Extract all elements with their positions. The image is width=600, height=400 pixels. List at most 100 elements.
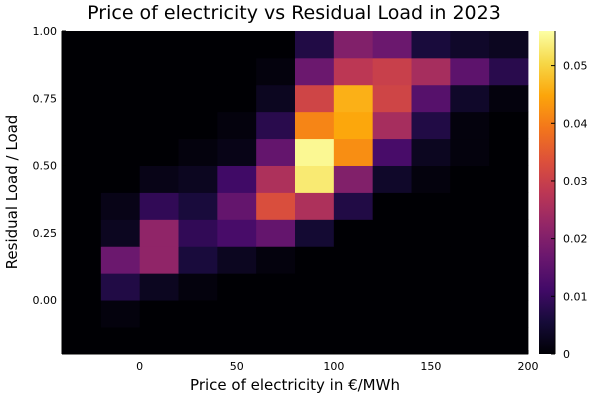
- heatmap-cell: [450, 192, 490, 220]
- heatmap-cell: [100, 327, 141, 355]
- heatmap-cell: [178, 300, 218, 328]
- heatmap-cell: [295, 57, 335, 86]
- heatmap-cell: [62, 192, 102, 220]
- heatmap-cell: [100, 57, 141, 86]
- heatmap-cell: [333, 111, 374, 140]
- heatmap-cell: [333, 246, 374, 274]
- heatmap-cell: [450, 327, 490, 355]
- heatmap-cell: [178, 273, 218, 301]
- heatmap-cell: [295, 192, 335, 220]
- heatmap-cell: [256, 246, 296, 274]
- heatmap-cell: [333, 327, 374, 355]
- x-tick-label: 150: [420, 360, 441, 373]
- heatmap-cell: [217, 111, 257, 140]
- heatmap-cell: [333, 31, 374, 59]
- heatmap-cell: [100, 219, 141, 247]
- heatmap-cell: [62, 219, 102, 247]
- heatmap-cell: [295, 300, 335, 328]
- heatmap-cell: [489, 273, 529, 301]
- y-tick-label: 0.25: [33, 227, 58, 240]
- heatmap-cell: [333, 57, 374, 86]
- heatmap-cell: [178, 84, 218, 113]
- heatmap-cell: [372, 219, 412, 247]
- heatmap-cell: [256, 84, 296, 113]
- heatmap-cell: [217, 327, 257, 355]
- heatmap-cell: [489, 192, 529, 220]
- heatmap-cell: [178, 246, 218, 274]
- heatmap-cell: [217, 192, 257, 220]
- heatmap-cell: [372, 57, 412, 86]
- heatmap-cell: [295, 31, 335, 59]
- heatmap-cell: [450, 138, 490, 166]
- heatmap-cell: [411, 111, 451, 140]
- heatmap-cell: [139, 246, 179, 274]
- heatmap-cell: [295, 273, 335, 301]
- heatmap-cell: [100, 246, 141, 274]
- heatmap-cell: [178, 165, 218, 193]
- heatmap-cell: [489, 57, 529, 86]
- heatmap-cell: [178, 57, 218, 86]
- heatmap-cell: [178, 219, 218, 247]
- y-ticks: 0.00 0.25 0.50 0.75 1.00: [33, 25, 66, 307]
- heatmap-cell: [295, 219, 335, 247]
- heatmap-cell: [295, 165, 335, 193]
- heatmap-cell: [411, 300, 451, 328]
- heatmap-cell: [372, 246, 412, 274]
- heatmap-cell: [372, 111, 412, 140]
- heatmap-cell: [411, 192, 451, 220]
- heatmap-cell: [489, 219, 529, 247]
- heatmap-cell: [411, 273, 451, 301]
- heatmap-cell: [450, 111, 490, 140]
- heatmap-cell: [62, 165, 102, 193]
- heatmap-cell: [256, 219, 296, 247]
- heatmap-cell: [411, 57, 451, 86]
- heatmap-cell: [489, 300, 529, 328]
- colorbar-tick-label: 0.05: [563, 60, 588, 73]
- heatmap-cell: [178, 327, 218, 355]
- heatmap-cell: [372, 84, 412, 113]
- heatmap-cell: [295, 138, 335, 166]
- heatmap-cell: [333, 138, 374, 166]
- heatmap-cell: [256, 273, 296, 301]
- heatmap-cell: [450, 31, 490, 59]
- heatmap-cell: [489, 84, 529, 113]
- y-tick-label: 0.50: [33, 160, 58, 173]
- heatmap-cell: [62, 84, 102, 113]
- heatmap-cells: [62, 31, 529, 355]
- heatmap-cell: [139, 300, 179, 328]
- heatmap-cell: [295, 111, 335, 140]
- heatmap-cell: [450, 84, 490, 113]
- heatmap-cell: [139, 84, 179, 113]
- heatmap-cell: [333, 192, 374, 220]
- heatmap-cell: [178, 138, 218, 166]
- heatmap-cell: [450, 300, 490, 328]
- heatmap-cell: [489, 138, 529, 166]
- heatmap-cell: [100, 192, 141, 220]
- heatmap-cell: [139, 219, 179, 247]
- heatmap-cell: [62, 111, 102, 140]
- heatmap-cell: [100, 300, 141, 328]
- heatmap-cell: [411, 165, 451, 193]
- heatmap-cell: [295, 327, 335, 355]
- heatmap-cell: [256, 327, 296, 355]
- chart-title: Price of electricity vs Residual Load in…: [87, 2, 501, 24]
- heatmap-cell: [450, 246, 490, 274]
- y-tick-label: 0.75: [33, 92, 58, 105]
- heatmap-cell: [217, 165, 257, 193]
- heatmap-cell: [100, 138, 141, 166]
- heatmap-cell: [62, 300, 102, 328]
- heatmap-cell: [100, 111, 141, 140]
- heatmap-cell: [256, 31, 296, 59]
- heatmap-cell: [372, 327, 412, 355]
- heatmap-cell: [450, 165, 490, 193]
- heatmap-cell: [450, 219, 490, 247]
- heatmap-cell: [256, 57, 296, 86]
- heatmap-cell: [489, 31, 529, 59]
- heatmap-cell: [139, 111, 179, 140]
- heatmap-cell: [100, 31, 141, 59]
- heatmap-cell: [372, 138, 412, 166]
- heatmap-cell: [62, 138, 102, 166]
- heatmap-cell: [139, 138, 179, 166]
- heatmap-cell: [139, 31, 179, 59]
- y-tick-label: 1.00: [33, 25, 58, 38]
